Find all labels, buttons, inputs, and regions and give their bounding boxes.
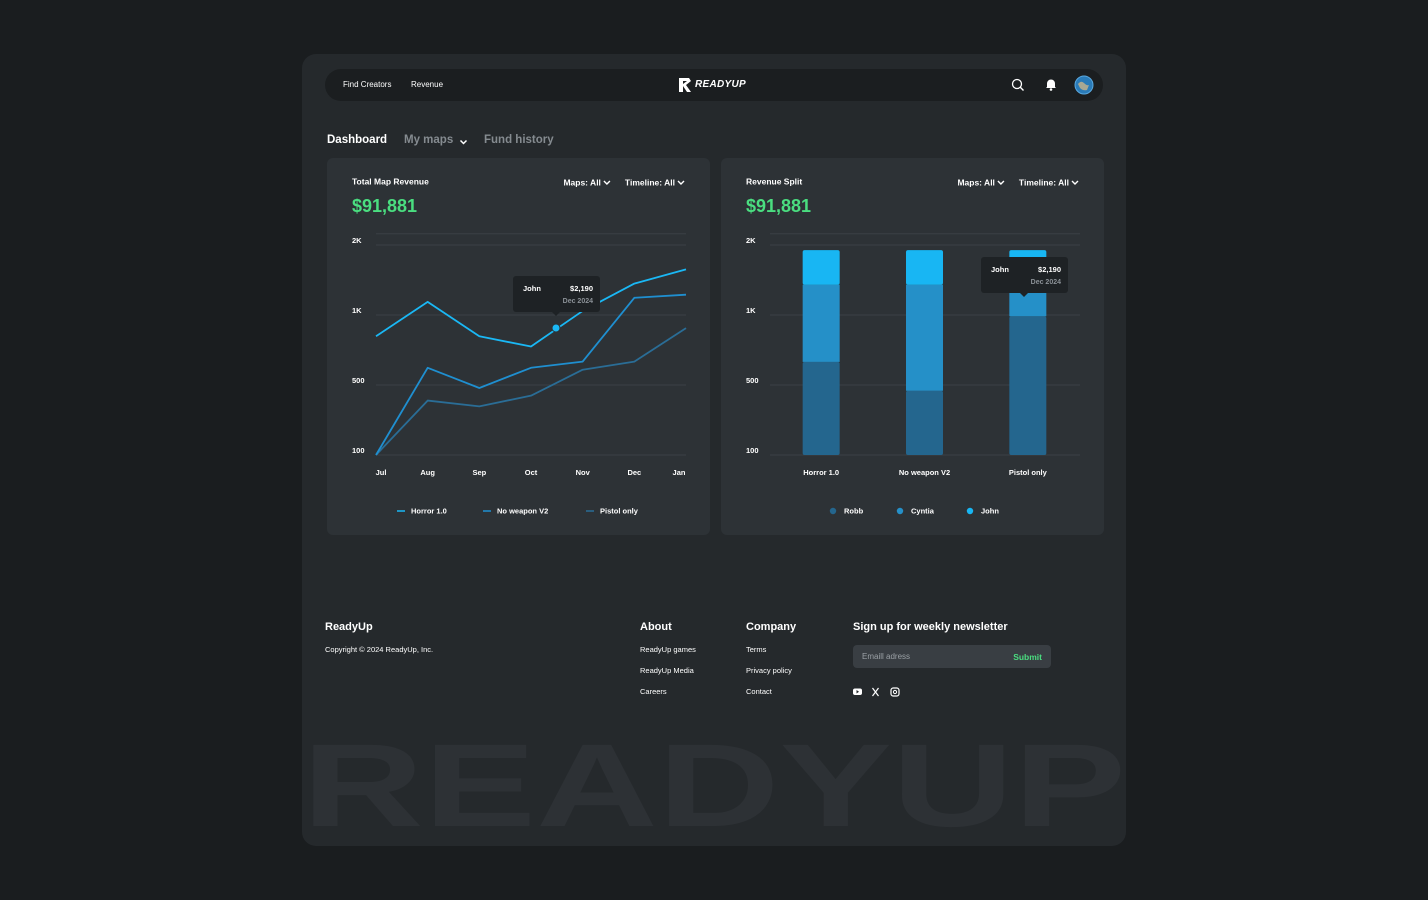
filter-dropdown[interactable]: Timeline: All — [1019, 177, 1069, 187]
legend-label: Horror 1.0 — [411, 506, 447, 515]
y-tick-label: 100 — [746, 446, 759, 455]
y-tick-label: 1K — [352, 306, 362, 315]
footer-link[interactable]: Terms — [746, 645, 767, 654]
x-tick-label: Sep — [472, 468, 486, 477]
nav-link[interactable]: Revenue — [411, 80, 444, 89]
card-title: Total Map Revenue — [352, 176, 429, 186]
filter-dropdown[interactable]: Maps: All — [563, 177, 600, 187]
email-input[interactable]: Emaill adress Submit — [853, 645, 1051, 668]
line-series — [375, 327, 687, 456]
bar-segment — [802, 361, 840, 455]
line-series — [375, 268, 687, 348]
footer-link[interactable]: Contact — [746, 687, 772, 696]
logo-text[interactable]: READYUP — [695, 79, 746, 90]
submit-button[interactable]: Submit — [1013, 652, 1042, 662]
x-tick-label: Jul — [376, 468, 387, 477]
y-tick-label: 500 — [352, 376, 365, 385]
newsletter-heading: Sign up for weekly newsletter — [853, 621, 1008, 633]
tooltip-date: Dec 2024 — [1031, 279, 1061, 286]
logo-icon — [679, 78, 691, 92]
watermark-svg: READYUP — [302, 744, 1126, 846]
legend-label: No weapon V2 — [497, 506, 548, 515]
x-icon[interactable] — [872, 687, 879, 697]
footer-link[interactable]: ReadyUp Media — [640, 666, 694, 675]
tab-chevron — [459, 139, 468, 145]
legend-label: Pistol only — [600, 506, 639, 515]
instagram-icon[interactable] — [890, 687, 900, 697]
filter-dropdown[interactable]: Maps: All — [957, 177, 994, 187]
y-tick-label: 500 — [746, 376, 759, 385]
tooltip-box — [981, 257, 1068, 293]
filter-chevron — [677, 180, 685, 185]
legend-swatch — [829, 507, 837, 515]
filter-dropdown[interactable]: Timeline: All — [625, 177, 675, 187]
x-tick-label: Jan — [673, 468, 686, 477]
bar-segment — [802, 250, 840, 285]
tooltip-name: John — [523, 284, 541, 293]
tooltip-value: $2,190 — [570, 284, 593, 293]
tooltip-value: $2,190 — [1038, 265, 1061, 274]
input-placeholder: Emaill adress — [862, 652, 911, 661]
tooltip-arrow — [1020, 293, 1028, 297]
watermark: READYUP — [302, 744, 1126, 846]
tooltip-date: Dec 2024 — [563, 298, 593, 305]
tab-active[interactable]: Dashboard — [327, 134, 388, 146]
footer-link[interactable]: Careers — [640, 687, 667, 696]
footer-heading: About — [640, 621, 672, 633]
line-series — [375, 293, 687, 456]
total-value: $91,881 — [746, 196, 811, 216]
tab[interactable]: My maps — [404, 134, 454, 146]
line-chart-card: Total Map Revenue $91,881 Timeline: All Map… — [327, 158, 710, 535]
legend-swatch — [896, 507, 904, 515]
hover-dot — [551, 323, 561, 333]
footer-link[interactable]: Privacy policy — [746, 666, 792, 675]
filter-chevron — [603, 180, 611, 185]
x-tick-label: Dec — [627, 468, 641, 477]
y-tick-label: 2K — [352, 236, 362, 245]
tab[interactable]: Fund history — [484, 134, 554, 146]
bar-chart: Revenue Split $91,881 Timeline: All Maps: A… — [746, 176, 1080, 515]
bar-segment — [802, 284, 840, 362]
footer-brand: ReadyUp — [325, 621, 373, 633]
x-tick-label: Pistol only — [1009, 468, 1048, 477]
total-value: $91,881 — [352, 196, 417, 216]
y-tick-label: 100 — [352, 446, 365, 455]
main-panel: Find Creators Revenue READYUP Dashboard … — [302, 54, 1126, 846]
bar-segment — [906, 284, 943, 391]
footer-link[interactable]: ReadyUp games — [640, 645, 696, 654]
avatar[interactable] — [1074, 75, 1094, 95]
bell-icon[interactable] — [1044, 77, 1058, 91]
filter-chevron — [1071, 180, 1079, 185]
legend-label: Cyntia — [911, 506, 935, 515]
x-tick-label: No weapon V2 — [899, 468, 950, 477]
tooltip-arrow — [552, 312, 560, 316]
legend-label: John — [981, 506, 999, 515]
copyright: Copyright © 2024 ReadyUp, Inc. — [325, 645, 434, 654]
x-tick-label: Nov — [576, 468, 591, 477]
legend-label: Robb — [844, 506, 864, 515]
nav-link[interactable]: Find Creators — [343, 80, 392, 89]
footer-heading: Company — [746, 621, 797, 633]
social-icons — [853, 687, 900, 697]
youtube-icon[interactable] — [853, 688, 862, 696]
x-tick-label: Horror 1.0 — [803, 468, 839, 477]
navbar: Find Creators Revenue READYUP — [325, 69, 1103, 101]
card-title: Revenue Split — [746, 176, 802, 186]
bar-segment — [906, 250, 943, 285]
bar-segment — [1009, 316, 1047, 455]
y-tick-label: 2K — [746, 236, 756, 245]
filter-chevron — [997, 180, 1005, 185]
bar-chart-card: Revenue Split $91,881 Timeline: All Maps: A… — [721, 158, 1104, 535]
line-chart: Total Map Revenue $91,881 Timeline: All Map… — [352, 176, 687, 515]
y-tick-label: 1K — [746, 306, 756, 315]
x-tick-label: Aug — [420, 468, 435, 477]
x-tick-label: Oct — [525, 468, 538, 477]
legend-swatch — [966, 507, 974, 515]
tooltip-box — [513, 276, 600, 312]
bar-segment — [906, 390, 943, 455]
tooltip-name: John — [991, 265, 1009, 274]
search-icon[interactable] — [1011, 78, 1025, 92]
